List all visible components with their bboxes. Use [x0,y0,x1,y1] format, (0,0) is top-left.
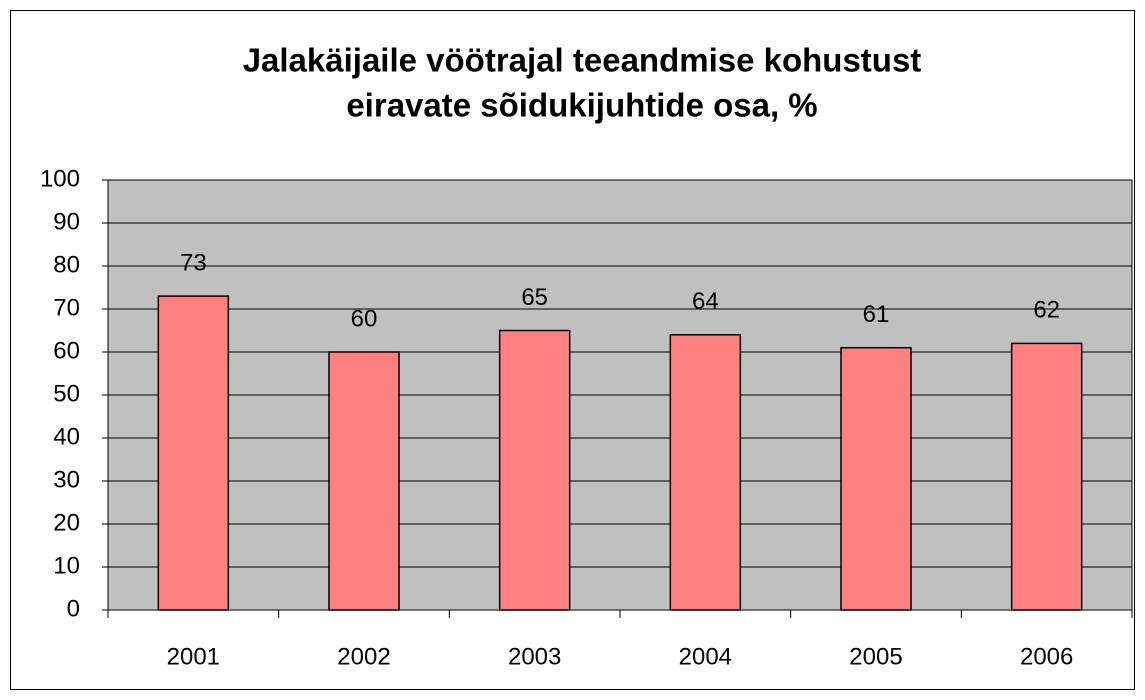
y-tick-label: 20 [53,509,80,536]
x-tick-label: 2006 [1020,643,1073,670]
chart-title: Jalakäijaile vöötrajal teeandmise kohust… [243,42,922,79]
bar [157,295,230,611]
data-label: 60 [351,305,378,332]
x-tick-label: 2004 [679,643,732,670]
bar [328,351,400,611]
bar [840,346,912,611]
data-label: 62 [1033,297,1060,324]
x-tick-label: 2003 [508,643,561,670]
bar [1010,342,1083,611]
x-tick-label: 2002 [337,643,390,670]
y-tick-label: 80 [53,251,80,278]
data-label: 61 [863,301,890,328]
y-tick-label: 40 [53,423,80,450]
chart-title: eiravate sõidukijuhtide osa, % [346,87,817,124]
y-tick-label: 10 [53,552,80,579]
x-tick-label: 2001 [167,643,220,670]
y-tick-label: 60 [53,337,80,364]
y-tick-label: 70 [53,294,80,321]
data-label: 73 [180,249,207,276]
bar [669,334,742,611]
y-tick-label: 100 [40,165,80,192]
bar [498,329,571,611]
y-tick-label: 0 [67,595,80,622]
data-label: 64 [692,288,719,315]
y-tick-label: 30 [53,466,80,493]
x-tick-label: 2005 [849,643,902,670]
y-tick-label: 90 [53,208,80,235]
data-label: 65 [521,284,548,311]
y-tick-label: 50 [53,380,80,407]
